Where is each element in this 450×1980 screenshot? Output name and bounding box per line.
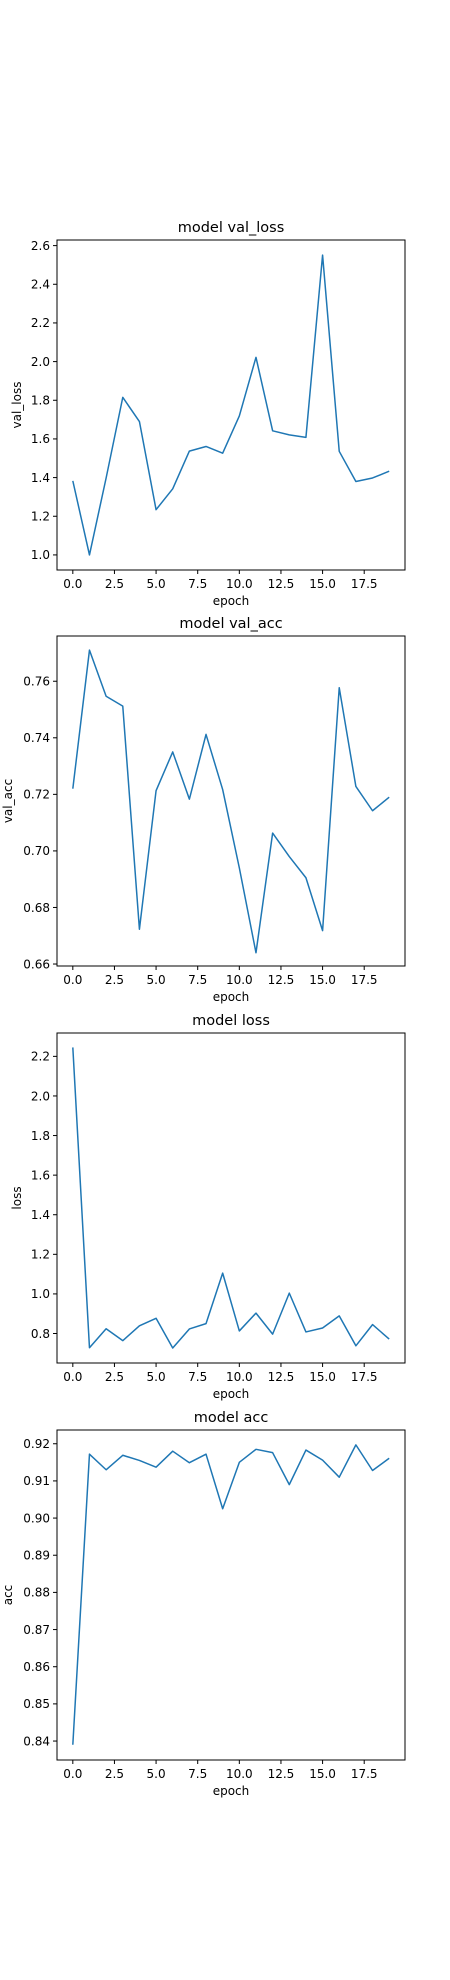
y-tick-label: 2.0 <box>31 355 50 369</box>
y-tick-label: 0.87 <box>23 1623 50 1637</box>
y-tick-label: 1.6 <box>31 1168 50 1182</box>
y-tick-label: 0.85 <box>23 1697 50 1711</box>
x-tick-label: 5.0 <box>147 1767 166 1781</box>
x-tick-label: 17.5 <box>351 1767 378 1781</box>
chart-panel-3: model loss 0.0 2.5 5.0 7.5 10.0 12.5 15.0 17.5 0.… <box>10 1013 406 1401</box>
y-tick-label: 1.8 <box>31 1129 50 1143</box>
x-tick-label: 0.0 <box>63 1767 82 1781</box>
x-tick-label: 0.0 <box>63 973 82 987</box>
x-axis-label: epoch <box>213 594 250 608</box>
x-tick-label: 10.0 <box>226 1767 253 1781</box>
x-axis-label: epoch <box>213 990 250 1004</box>
y-tick-label: 0.90 <box>23 1511 50 1525</box>
y-tick-label: 1.6 <box>31 432 50 446</box>
y-tick-label: 0.91 <box>23 1474 50 1488</box>
x-tick-label: 15.0 <box>309 973 336 987</box>
y-tick-label: 0.92 <box>23 1437 50 1451</box>
y-tick-label: 0.70 <box>23 844 50 858</box>
y-tick-label: 1.4 <box>31 1208 50 1222</box>
series-line <box>72 1047 390 1349</box>
x-tick-label: 5.0 <box>147 577 166 591</box>
y-tick-label: 0.66 <box>23 957 50 971</box>
y-tick-label: 1.8 <box>31 394 50 408</box>
chart-title: model acc <box>194 1410 269 1426</box>
plot-frame <box>56 239 406 571</box>
x-tick-label: 12.5 <box>268 1767 295 1781</box>
x-tick-label: 10.0 <box>226 577 253 591</box>
x-tick-label: 17.5 <box>351 577 378 591</box>
plot-frame <box>56 1032 406 1364</box>
x-tick-label: 17.5 <box>351 973 378 987</box>
x-tick-label: 15.0 <box>309 577 336 591</box>
x-tick-label: 10.0 <box>226 973 253 987</box>
chart-title: model val_loss <box>178 220 285 236</box>
y-tick-label: 2.2 <box>31 1050 50 1064</box>
x-tick-label: 0.0 <box>63 1370 82 1384</box>
x-tick-label: 12.5 <box>268 1370 295 1384</box>
y-tick-label: 2.2 <box>31 316 50 330</box>
x-tick-label: 12.5 <box>268 973 295 987</box>
x-axis-label: epoch <box>213 1784 250 1798</box>
y-axis-label: loss <box>10 1186 24 1209</box>
y-tick-label: 0.8 <box>31 1327 50 1341</box>
x-tick-label: 7.5 <box>188 1370 207 1384</box>
x-axis-label: epoch <box>213 1387 250 1401</box>
y-tick-label: 2.6 <box>31 239 50 253</box>
y-tick-label: 2.0 <box>31 1089 50 1103</box>
y-tick-label: 0.84 <box>23 1734 50 1748</box>
x-tick-label: 7.5 <box>188 973 207 987</box>
chart-title: model val_acc <box>179 616 282 632</box>
y-tick-label: 0.72 <box>23 788 50 802</box>
x-tick-label: 2.5 <box>105 1767 124 1781</box>
x-tick-label: 17.5 <box>351 1370 378 1384</box>
x-tick-label: 2.5 <box>105 973 124 987</box>
chart-panel-2: model val_acc 0.0 2.5 5.0 7.5 10.0 12.5 15.0 17.… <box>1 616 406 1004</box>
y-tick-label: 1.0 <box>31 548 50 562</box>
chart-title: model loss <box>192 1013 270 1029</box>
y-tick-label: 0.68 <box>23 901 50 915</box>
y-tick-label: 1.2 <box>31 1248 50 1262</box>
x-tick-label: 15.0 <box>309 1370 336 1384</box>
chart-panel-4: model acc 0.0 2.5 5.0 7.5 10.0 12.5 15.0 17.5 0.8… <box>1 1410 406 1798</box>
y-axis-label: val_acc <box>1 779 15 823</box>
chart-panel-1: model val_loss 0.0 2.5 5.0 7.5 10.0 12.5 15.0 17… <box>10 220 406 608</box>
y-tick-label: 2.4 <box>31 278 50 292</box>
plot-frame <box>56 1429 406 1761</box>
x-tick-label: 2.5 <box>105 1370 124 1384</box>
y-tick-label: 1.4 <box>31 471 50 485</box>
y-tick-label: 1.2 <box>31 510 50 524</box>
x-tick-label: 2.5 <box>105 577 124 591</box>
x-tick-label: 15.0 <box>309 1767 336 1781</box>
x-tick-label: 10.0 <box>226 1370 253 1384</box>
y-tick-label: 0.89 <box>23 1549 50 1563</box>
series-line <box>72 1444 390 1745</box>
y-axis-label: acc <box>1 1585 15 1606</box>
x-tick-label: 5.0 <box>147 973 166 987</box>
series-line <box>72 649 390 954</box>
y-tick-label: 0.76 <box>23 675 50 689</box>
x-tick-label: 0.0 <box>63 577 82 591</box>
x-tick-label: 5.0 <box>147 1370 166 1384</box>
y-tick-label: 0.86 <box>23 1660 50 1674</box>
plot-frame <box>56 635 406 967</box>
y-tick-label: 0.74 <box>23 731 50 745</box>
x-tick-label: 7.5 <box>188 1767 207 1781</box>
y-tick-label: 1.0 <box>31 1287 50 1301</box>
series-line <box>72 254 390 556</box>
x-tick-label: 7.5 <box>188 577 207 591</box>
y-tick-label: 0.88 <box>23 1586 50 1600</box>
x-tick-label: 12.5 <box>268 577 295 591</box>
y-axis-label: val_loss <box>10 382 24 429</box>
